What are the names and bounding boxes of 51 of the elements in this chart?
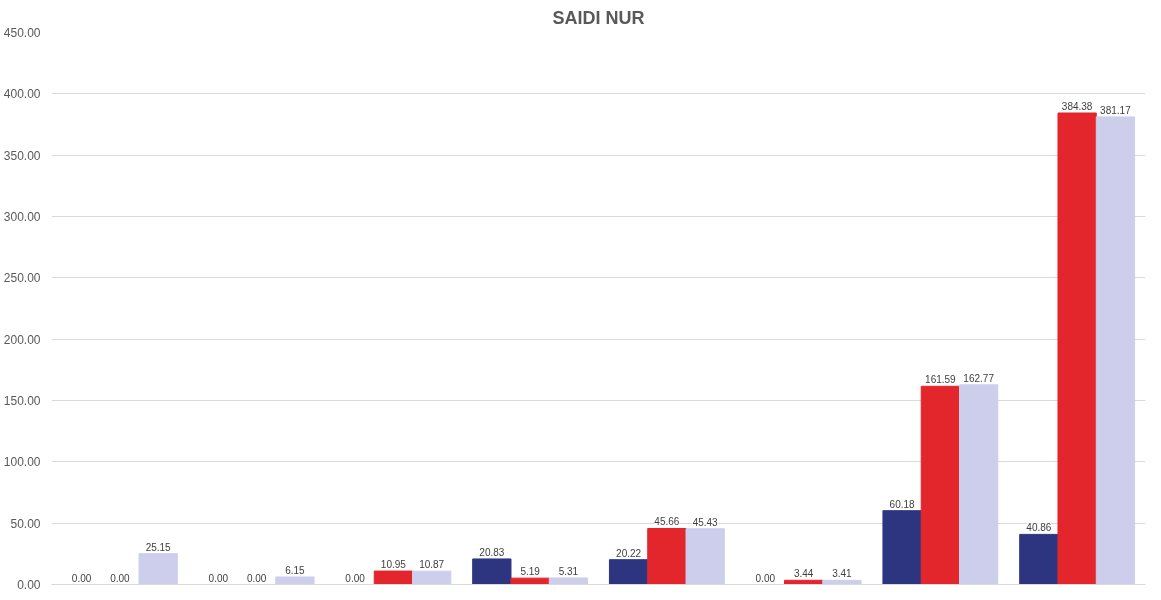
y-tick-label: 400.00: [3, 87, 41, 102]
bar: [608, 559, 649, 585]
data-label: 0.00: [71, 572, 92, 584]
data-label: 3.41: [832, 568, 853, 580]
y-tick-label: 300.00: [3, 210, 41, 224]
data-label: 10.95: [380, 559, 407, 571]
y-tick-label: 450.00: [3, 26, 41, 40]
chart-title: SAIDI NUR: [552, 7, 645, 28]
data-label: 6.15: [285, 564, 306, 576]
data-label: 10.87: [419, 559, 445, 571]
y-tick-label: 100.00: [3, 455, 41, 470]
data-label: 20.83: [479, 546, 505, 558]
data-label: 0.00: [110, 572, 131, 584]
data-label: 0.00: [208, 572, 229, 584]
bar: [920, 385, 961, 585]
bar: [373, 570, 414, 585]
data-label: 25.15: [145, 541, 172, 553]
bar: [138, 553, 178, 585]
data-label: 5.19: [520, 566, 541, 578]
bar: [1019, 533, 1059, 585]
data-label: 20.22: [616, 547, 642, 559]
data-label: 5.31: [558, 565, 579, 577]
bar: [548, 577, 589, 585]
data-label: 40.86: [1026, 522, 1052, 534]
y-tick-label: 0.00: [17, 578, 41, 592]
data-label: 45.66: [654, 516, 680, 528]
data-label: 0.00: [246, 572, 267, 584]
bar: [1095, 116, 1136, 585]
bar: [882, 510, 922, 585]
data-label: 45.43: [692, 516, 719, 528]
bar: [959, 384, 999, 585]
y-tick-label: 200.00: [3, 332, 41, 347]
bar: [685, 528, 725, 585]
bar: [275, 576, 315, 585]
bar: [510, 577, 550, 585]
data-label: 381.17: [1100, 104, 1132, 116]
data-label: 0.00: [755, 572, 776, 584]
bar: [472, 558, 512, 585]
y-tick-label: 50.00: [10, 516, 41, 531]
data-label: 384.38: [1061, 100, 1093, 112]
y-tick-label: 350.00: [3, 148, 41, 163]
data-label: 60.18: [889, 498, 916, 510]
y-tick-label: 250.00: [3, 271, 41, 286]
bar: [1057, 112, 1097, 585]
data-label: 161.59: [925, 374, 957, 386]
data-label: 0.00: [345, 572, 366, 584]
data-label: 162.77: [963, 372, 995, 384]
bar: [412, 570, 452, 585]
data-label: 3.44: [793, 568, 814, 580]
bar: [647, 527, 687, 585]
y-tick-label: 150.00: [3, 394, 41, 408]
